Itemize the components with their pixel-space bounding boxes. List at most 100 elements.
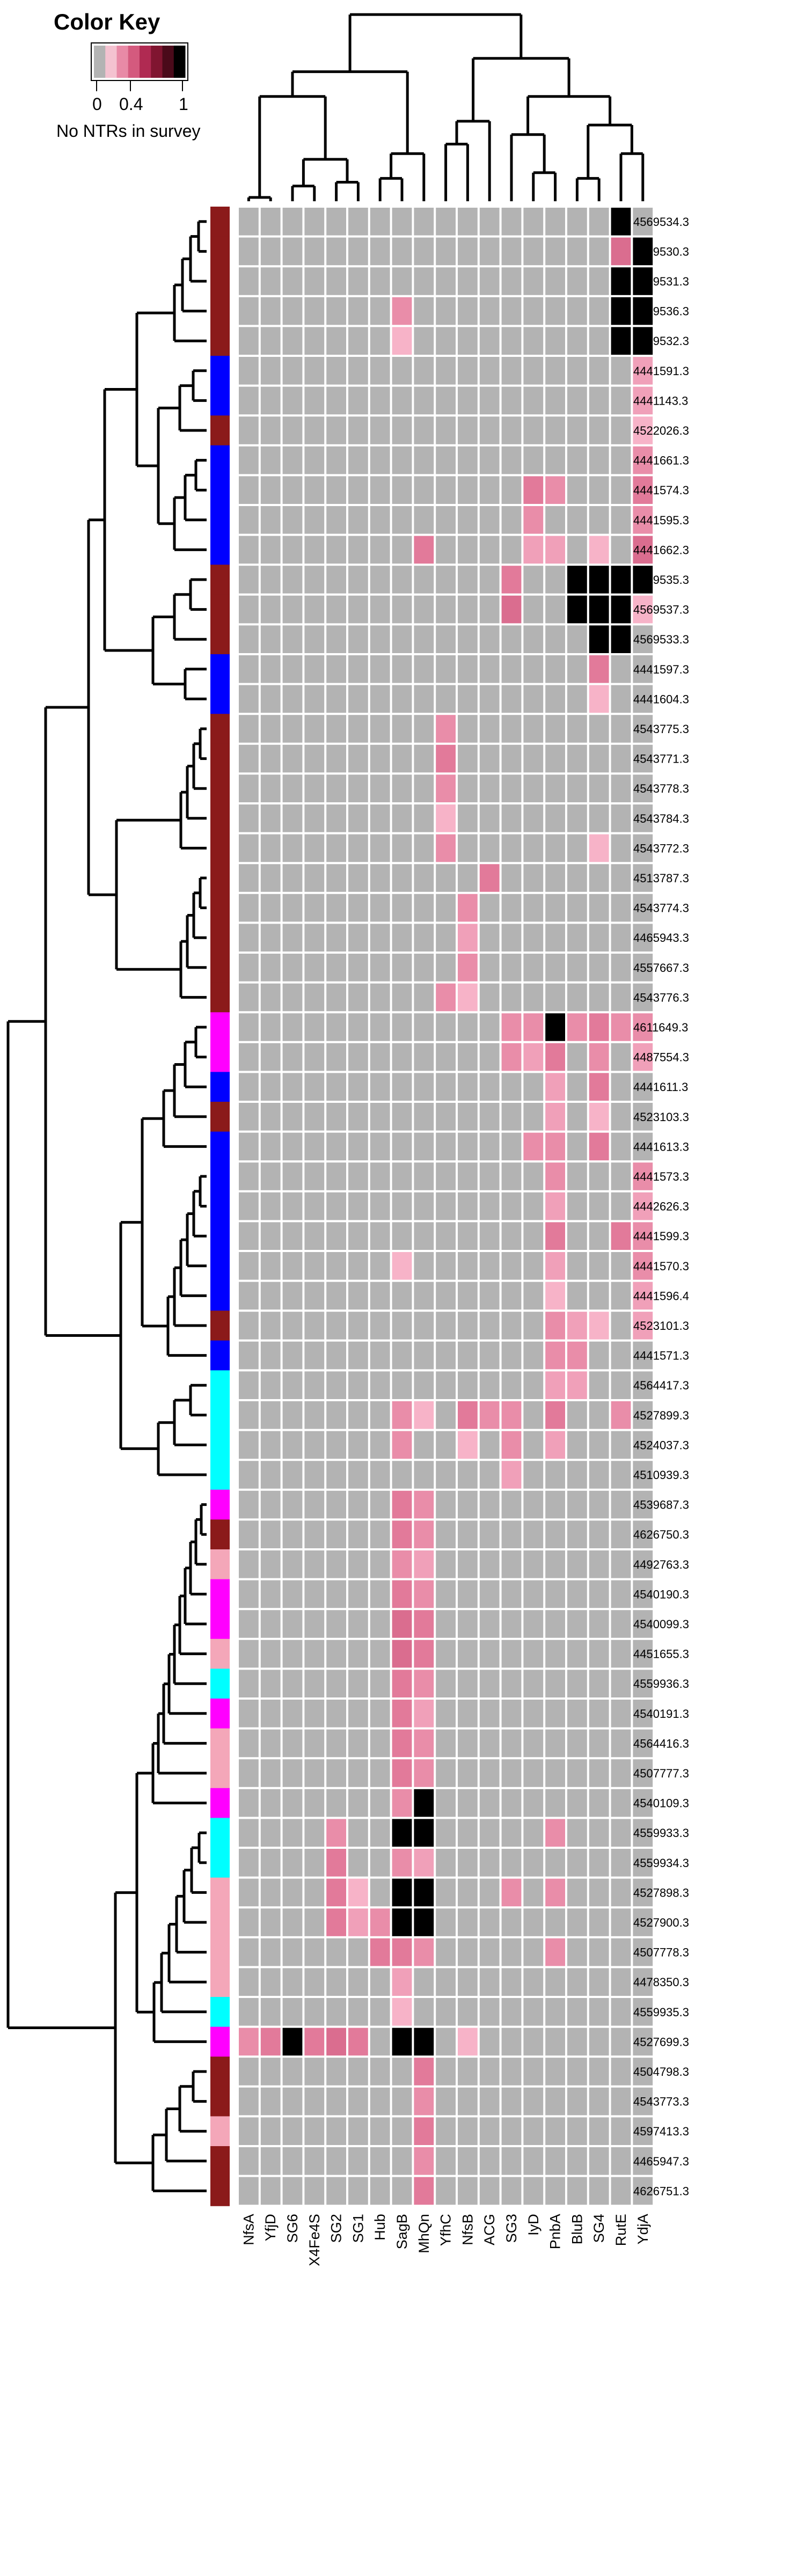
heatmap-cell — [545, 1849, 565, 1877]
heatmap-cell — [458, 685, 478, 713]
heatmap-cell — [611, 536, 631, 564]
heatmap-cell — [260, 1073, 281, 1101]
row-group-swatch — [210, 1460, 230, 1490]
heatmap-cell — [392, 1192, 412, 1220]
heatmap-cell — [239, 1878, 259, 1907]
heatmap-cell — [611, 1252, 631, 1280]
heatmap-cell — [545, 864, 565, 892]
heatmap-cell — [392, 864, 412, 892]
heatmap-cell — [479, 566, 500, 594]
heatmap-cell — [348, 685, 368, 713]
heatmap-cell — [611, 1878, 631, 1907]
row-label: 4543771.3 — [633, 752, 689, 766]
heatmap-cell — [611, 446, 631, 474]
heatmap-cell — [633, 715, 653, 743]
heatmap-cell — [370, 1938, 390, 1966]
heatmap-cell — [589, 1162, 609, 1190]
heatmap-cell — [567, 1162, 587, 1190]
heatmap-cell — [633, 685, 653, 713]
heatmap-cell — [501, 1759, 522, 1787]
heatmap-cell — [414, 1550, 434, 1578]
column-label: SG4 — [591, 2214, 607, 2243]
heatmap-cell — [611, 1162, 631, 1190]
row-group-swatch — [210, 1251, 230, 1282]
heatmap-cell — [239, 1550, 259, 1578]
heatmap-cell — [392, 1520, 412, 1548]
row-label: 4451655.3 — [633, 1648, 689, 1661]
heatmap-cell — [479, 1043, 500, 1071]
row-label: 4441597.3 — [633, 663, 689, 676]
heatmap-cell — [370, 924, 390, 952]
heatmap-cell — [370, 2147, 390, 2175]
heatmap-cell — [479, 834, 500, 862]
row-group-swatch — [210, 1967, 230, 1997]
row-group-swatch — [210, 1042, 230, 1072]
heatmap-cell — [348, 774, 368, 802]
heatmap-cell — [392, 2177, 412, 2205]
heatmap-cell — [239, 1670, 259, 1697]
heatmap-cell — [501, 804, 522, 832]
heatmap-cell — [282, 327, 303, 355]
heatmap-cell — [545, 1222, 565, 1250]
heatmap-cell — [633, 1073, 653, 1101]
column-label: NfsA — [240, 2214, 257, 2245]
heatmap-cell — [348, 744, 368, 773]
heatmap-cell — [523, 864, 544, 892]
heatmap-cell — [370, 954, 390, 982]
heatmap-cell — [589, 566, 609, 594]
heatmap-cell — [304, 2028, 325, 2056]
heatmap-cell — [239, 2147, 259, 2175]
heatmap-cell — [414, 1013, 434, 1041]
column-label: YfhC — [438, 2214, 454, 2246]
heatmap-cell — [282, 1729, 303, 1758]
heatmap-cell — [501, 2028, 522, 2056]
heatmap-cell — [414, 595, 434, 624]
heatmap-cell — [436, 2147, 456, 2175]
row-group-swatch — [210, 1131, 230, 1162]
color-key-swatch — [140, 46, 151, 78]
column-label: PnbA — [547, 2214, 564, 2249]
heatmap-cell — [370, 1759, 390, 1787]
heatmap-cell — [282, 416, 303, 444]
heatmap-cell — [458, 237, 478, 266]
heatmap-cell — [501, 1341, 522, 1370]
heatmap-cell — [611, 2087, 631, 2116]
heatmap-cell — [633, 1670, 653, 1697]
column-labels: NfsA YfjD SG6 X4Fe4S SG2 SG1 Hub SagB MhQn YfhC Nf… — [240, 2214, 650, 2266]
heatmap-cell — [414, 267, 434, 295]
heatmap-cell — [523, 297, 544, 325]
heatmap-cell — [567, 1670, 587, 1697]
column-label: ACG — [481, 2214, 497, 2245]
heatmap-cell — [501, 1431, 522, 1459]
heatmap-cell — [633, 625, 653, 653]
heatmap-cell — [589, 1908, 609, 1936]
row-group-swatch — [210, 1280, 230, 1311]
heatmap-cell — [282, 237, 303, 266]
heatmap-cell — [523, 416, 544, 444]
heatmap-cell — [260, 685, 281, 713]
heatmap-cell — [523, 476, 544, 504]
heatmap-cell — [304, 566, 325, 594]
heatmap-cell — [436, 625, 456, 653]
heatmap-cell — [567, 2058, 587, 2085]
heatmap-cell — [458, 357, 478, 385]
heatmap-cell — [326, 2087, 346, 2116]
heatmap-cell — [633, 1282, 653, 1310]
heatmap-cell — [458, 1073, 478, 1101]
heatmap-cell — [326, 1580, 346, 1608]
heatmap-cell — [326, 1282, 346, 1310]
heatmap-cell — [479, 894, 500, 922]
row-label: 4559934.3 — [633, 1856, 689, 1870]
heatmap-cell — [458, 536, 478, 564]
heatmap-cell — [414, 386, 434, 415]
heatmap-cell — [260, 2028, 281, 2056]
row-group-swatch — [210, 1877, 230, 1908]
heatmap-cell — [545, 1700, 565, 1728]
heatmap-cell — [326, 566, 346, 594]
heatmap-cell — [589, 1043, 609, 1071]
heatmap-cell — [589, 1431, 609, 1459]
heatmap-cell — [239, 1431, 259, 1459]
row-group-swatch — [210, 326, 230, 356]
heatmap-cell — [260, 1610, 281, 1638]
heatmap-cell — [545, 1461, 565, 1489]
